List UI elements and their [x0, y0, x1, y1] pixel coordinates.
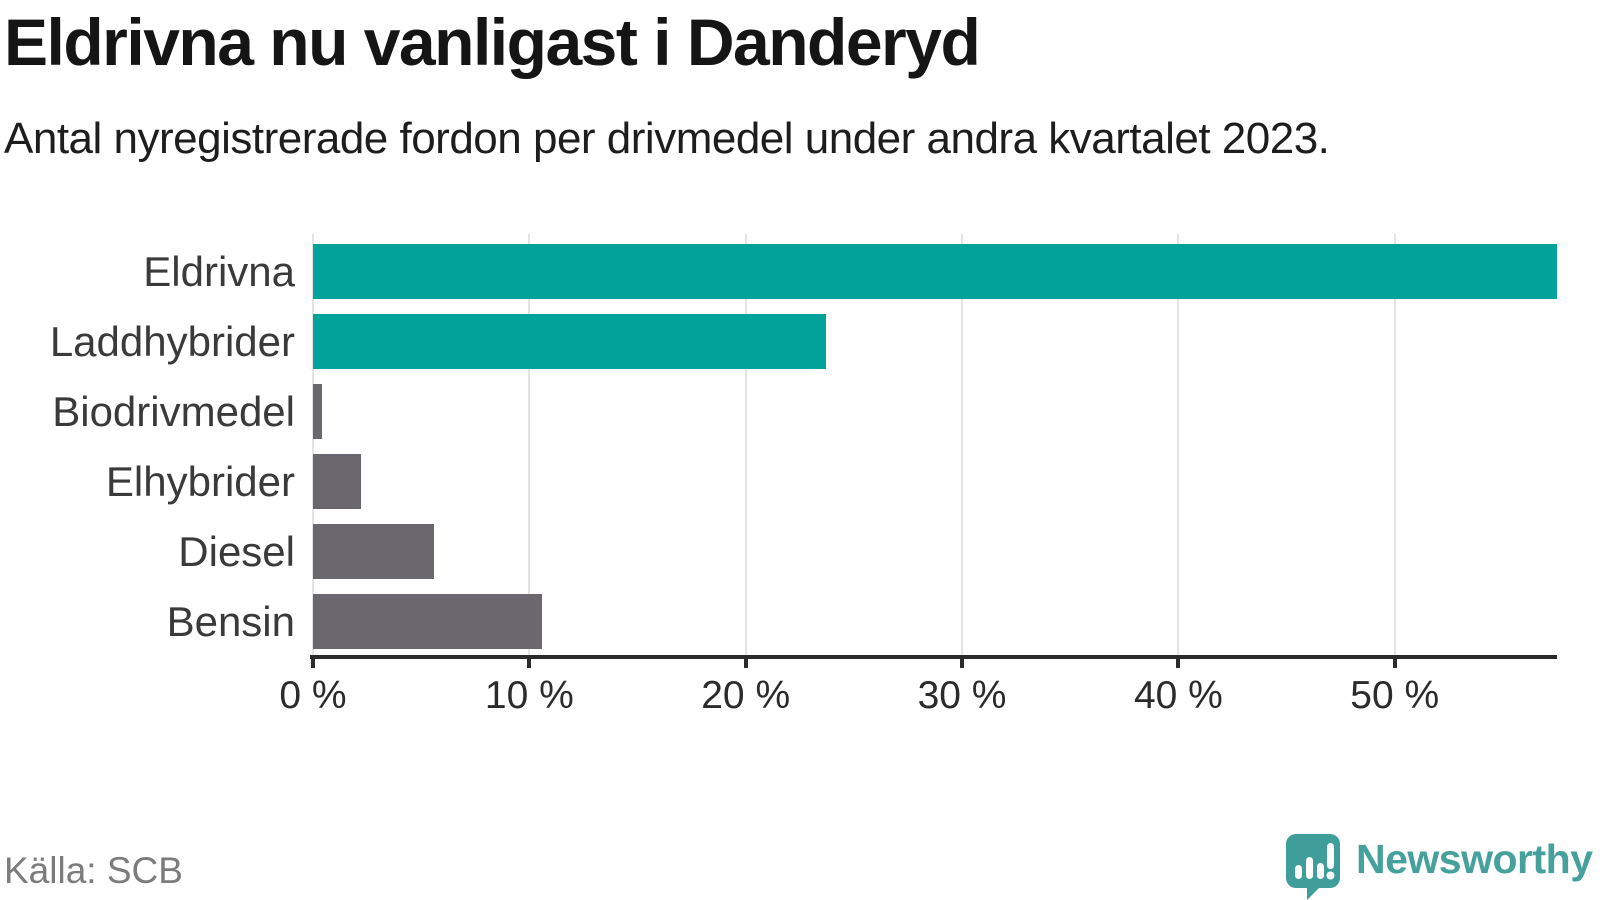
brand-wordmark: Newsworthy	[1356, 836, 1593, 882]
x-tick-label-20: 20 %	[701, 674, 791, 717]
gridline-40	[1177, 234, 1180, 655]
source-note: Källa: SCB	[4, 850, 183, 891]
bar-laddhybrider	[313, 313, 826, 369]
bar-bensin	[313, 594, 543, 650]
category-label-diesel: Diesel	[178, 528, 295, 576]
gridline-50	[1393, 234, 1396, 655]
bar-diesel	[313, 524, 435, 580]
category-label-eldrivna: Eldrivna	[143, 247, 295, 295]
brand-footer: Newsworthy	[1286, 834, 1593, 900]
category-label-elhybrider: Elhybrider	[105, 458, 295, 505]
bar-elhybrider	[313, 454, 361, 509]
gridline-30	[961, 234, 964, 655]
bar-eldrivna	[313, 243, 1557, 299]
category-label-laddhybrider: Laddhybrider	[49, 317, 295, 365]
x-tick-label-40: 40 %	[1133, 674, 1223, 717]
bar-biodrivmedel	[313, 383, 322, 439]
x-tick-mark-40	[1176, 655, 1181, 668]
category-label-biodrivmedel: Biodrivmedel	[52, 387, 295, 435]
chart-title: Eldrivna nu vanligast i Danderyd	[4, 5, 981, 79]
x-tick-label-10: 10 %	[484, 674, 574, 717]
plot-area: 0 % 10 % 20 % 30 % 40 % 50 %	[279, 234, 1557, 717]
gridline-0	[312, 234, 314, 655]
category-label-bensin: Bensin	[166, 598, 295, 646]
x-tick-mark-50	[1392, 655, 1397, 668]
x-tick-mark-30	[960, 655, 965, 668]
x-tick-mark-20	[743, 655, 748, 668]
x-tick-mark-10	[527, 655, 532, 668]
x-tick-label-0: 0 %	[279, 674, 347, 717]
x-tick-label-50: 50 %	[1350, 674, 1440, 717]
gridline-20	[744, 234, 747, 655]
x-axis-line	[310, 655, 1557, 659]
gridline-10	[528, 234, 531, 655]
x-tick-label-30: 30 %	[917, 674, 1007, 717]
newsworthy-logo-icon	[1286, 834, 1340, 900]
chart-subtitle: Antal nyregistrerade fordon per drivmede…	[4, 114, 1330, 163]
x-tick-mark-0	[311, 655, 315, 668]
